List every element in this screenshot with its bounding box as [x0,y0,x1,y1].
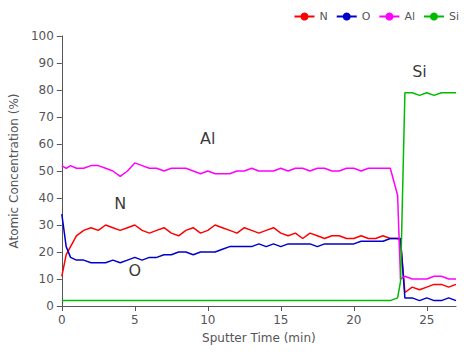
svg-text:Atomic Concentration (%): Atomic Concentration (%) [7,94,21,249]
svg-text:Al: Al [404,10,415,23]
svg-text:5: 5 [131,313,139,327]
svg-text:N: N [114,194,126,213]
svg-text:Sputter Time (min): Sputter Time (min) [202,331,316,345]
svg-text:Al: Al [200,129,215,148]
svg-text:70: 70 [39,110,54,124]
svg-text:N: N [319,10,327,23]
svg-text:10: 10 [200,313,215,327]
svg-text:0: 0 [58,313,66,327]
svg-text:20: 20 [39,245,54,259]
svg-text:O: O [129,261,142,280]
svg-text:20: 20 [346,313,361,327]
svg-text:25: 25 [419,313,434,327]
svg-text:100: 100 [31,29,54,43]
svg-text:10: 10 [39,272,54,286]
svg-text:O: O [362,10,371,23]
svg-text:Si: Si [449,10,459,23]
svg-text:40: 40 [39,191,54,205]
svg-text:15: 15 [273,313,288,327]
svg-text:0: 0 [46,299,54,313]
svg-text:80: 80 [39,83,54,97]
svg-text:90: 90 [39,56,54,70]
svg-text:50: 50 [39,164,54,178]
svg-text:60: 60 [39,137,54,151]
svg-text:Si: Si [412,62,427,81]
svg-text:30: 30 [39,218,54,232]
